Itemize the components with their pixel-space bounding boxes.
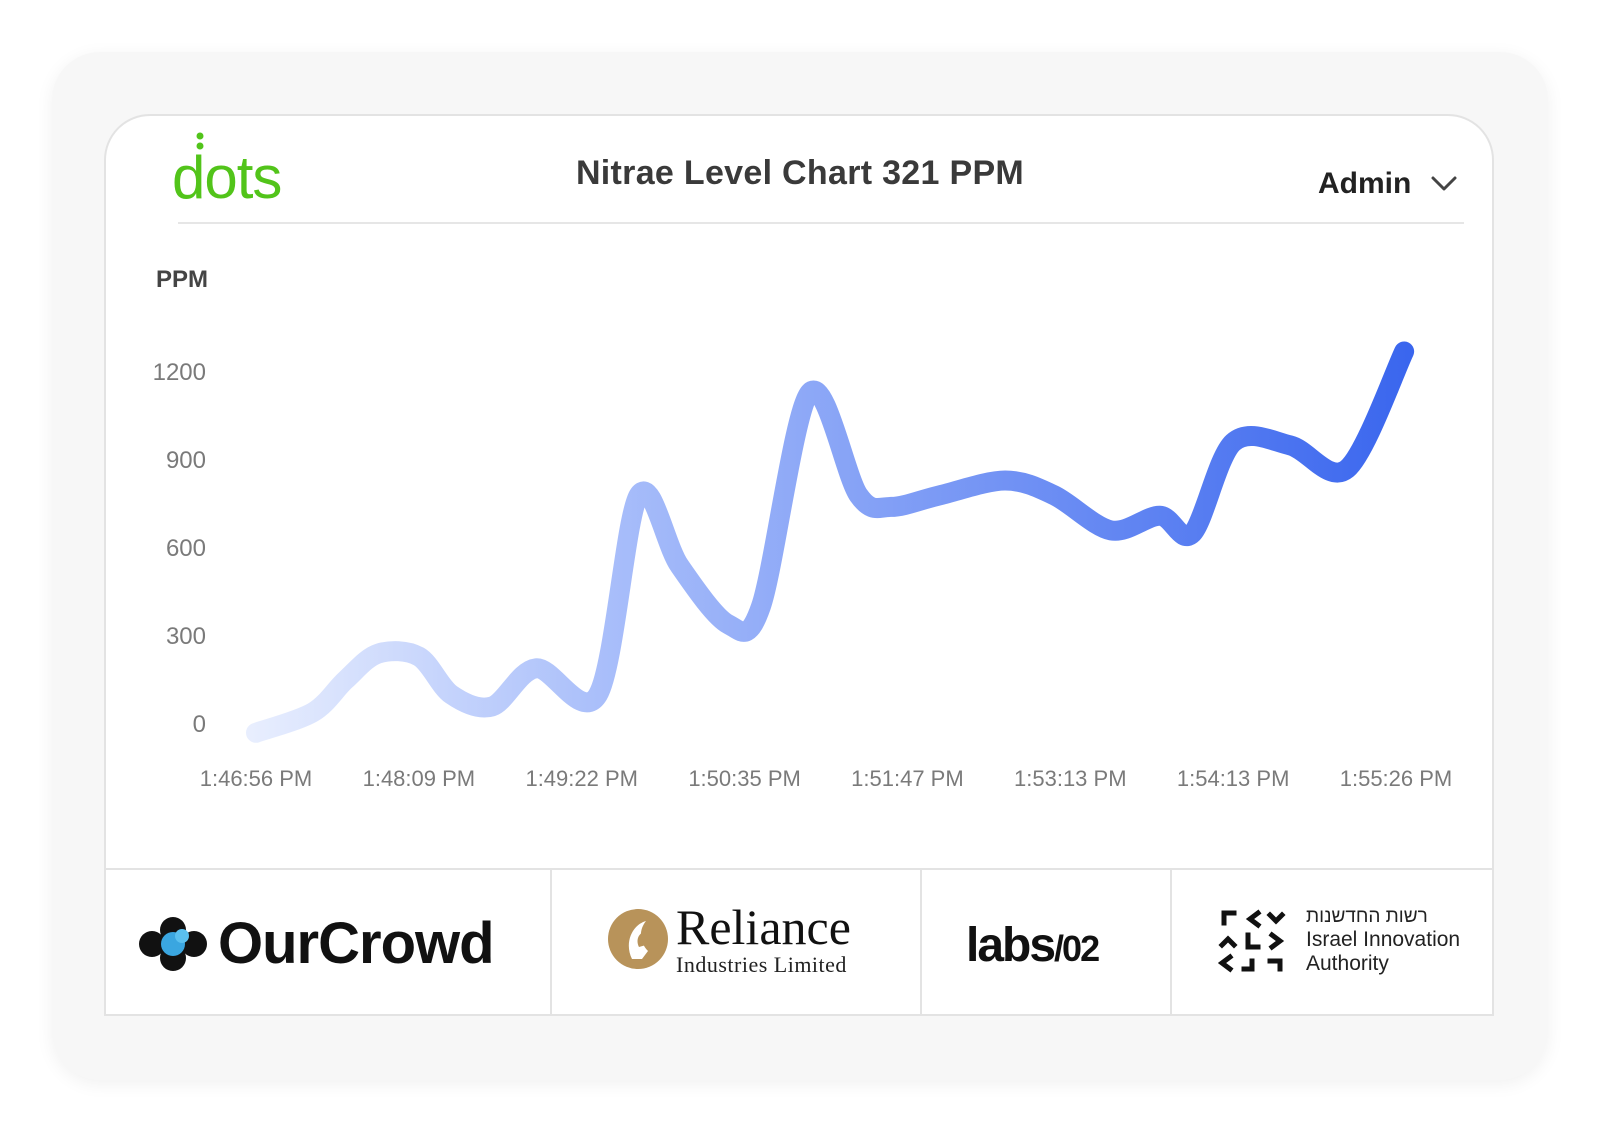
dots-logo: dots — [172, 132, 282, 208]
x-tick-label: 1:55:26 PM — [1340, 766, 1453, 791]
data-point — [441, 685, 461, 705]
data-point — [849, 485, 869, 505]
x-tick-label: 1:53:13 PM — [1014, 766, 1127, 791]
sponsor-labs02: labs/02 — [922, 870, 1172, 1014]
data-point — [1182, 523, 1202, 543]
data-point — [995, 471, 1015, 491]
data-point — [526, 658, 546, 678]
data-point — [629, 485, 649, 505]
x-tick-label: 1:51:47 PM — [851, 766, 964, 791]
sponsor-bar: OurCrowd Reliance Industries Limited lab… — [104, 868, 1494, 1016]
data-point — [1223, 432, 1243, 452]
data-point — [718, 614, 738, 634]
reliance-sub: Industries Limited — [676, 952, 847, 977]
series-line — [246, 341, 1415, 743]
y-tick-label: 900 — [166, 447, 206, 474]
ourcrowd-icon — [139, 916, 207, 971]
data-point — [588, 685, 608, 705]
data-point — [1394, 341, 1414, 361]
data-point — [930, 485, 950, 505]
sponsor-reliance: Reliance Industries Limited — [552, 870, 922, 1014]
data-point — [1101, 520, 1121, 540]
page-title: Nitrae Level Chart 321 PPM — [575, 154, 1025, 192]
data-point — [1044, 485, 1064, 505]
chart-card — [104, 114, 1494, 1014]
data-point — [1337, 459, 1357, 479]
y-tick-label: 1200 — [153, 359, 206, 386]
y-tick-label: 600 — [166, 535, 206, 562]
iia-name-line2: Authority — [1306, 951, 1389, 975]
iia-icon — [1218, 909, 1286, 973]
data-point — [751, 597, 771, 617]
x-tick-label: 1:48:09 PM — [363, 766, 476, 791]
ourcrowd-name: OurCrowd — [218, 911, 495, 976]
data-point — [1280, 435, 1300, 455]
x-tick-label: 1:46:56 PM — [200, 766, 313, 791]
iia-name-line1: Israel Innovation — [1306, 927, 1461, 951]
data-point — [669, 556, 689, 576]
iia-hebrew-name: רשות החדשנות — [1306, 906, 1428, 927]
x-tick-label: 1:50:35 PM — [688, 766, 801, 791]
x-tick-label: 1:54:13 PM — [1177, 766, 1290, 791]
data-point — [368, 644, 388, 664]
y-ticks: 0 300 600 900 1200 — [153, 359, 206, 738]
y-tick-label: 300 — [166, 623, 206, 650]
data-point — [409, 647, 429, 667]
y-axis-label: PPM — [156, 266, 208, 293]
user-name: Admin — [1318, 167, 1412, 200]
logo-dot — [196, 142, 204, 150]
reliance-name: Reliance — [676, 899, 851, 955]
data-point — [482, 696, 502, 716]
data-point — [246, 723, 266, 743]
logo-dot — [196, 132, 204, 140]
labs-suffix: /02 — [1054, 928, 1100, 969]
x-ticks: 1:46:56 PM 1:48:09 PM 1:49:22 PM 1:50:35 PM… — [200, 766, 1453, 791]
data-point — [303, 702, 323, 722]
labs-name: labs — [966, 919, 1056, 972]
sponsor-ourcrowd: OurCrowd — [106, 870, 552, 1014]
y-tick-label: 0 — [193, 711, 206, 738]
data-point — [800, 383, 820, 403]
data-point — [1150, 506, 1170, 526]
sponsor-iia: רשות החדשנות Israel Innovation Authority — [1172, 870, 1492, 1014]
user-menu[interactable]: Admin — [1318, 164, 1459, 204]
x-tick-label: 1:49:22 PM — [525, 766, 638, 791]
data-point — [336, 670, 356, 690]
reliance-icon — [608, 909, 668, 969]
header-divider — [178, 222, 1464, 224]
chevron-down-icon[interactable] — [1429, 174, 1459, 194]
logo-text: dots — [172, 144, 281, 208]
data-point — [881, 497, 901, 517]
